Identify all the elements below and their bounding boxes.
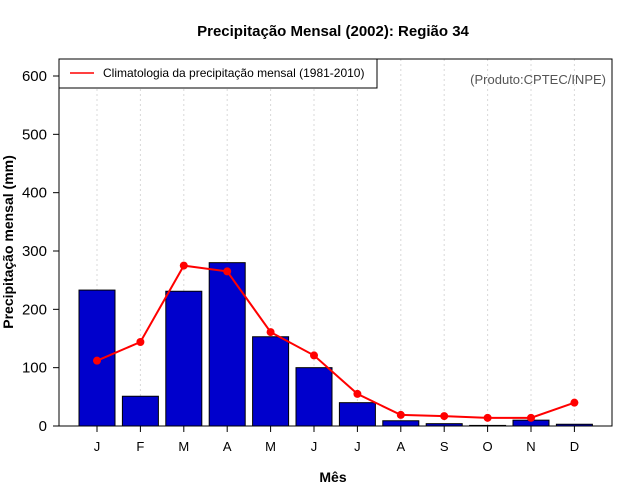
- legend-box: [58, 58, 378, 89]
- x-tick-label: A: [396, 439, 405, 454]
- x-tick-label: M: [178, 439, 189, 454]
- y-tick-label: 600: [22, 68, 47, 85]
- bar: [382, 420, 420, 427]
- x-tick-label: J: [94, 439, 101, 454]
- climatology-point: [93, 356, 101, 365]
- climatology-point: [440, 412, 449, 421]
- climatology-line: [96, 264, 575, 419]
- climatology-point: [310, 351, 318, 360]
- climatology-point: [570, 398, 579, 407]
- y-tick-label: 0: [39, 418, 47, 435]
- y-axis-label: Precipitação mensal (mm): [0, 155, 16, 329]
- x-tick-label: J: [354, 439, 361, 454]
- climatology-point: [353, 389, 362, 398]
- climatology-point: [179, 261, 188, 270]
- y-tick-label: 100: [22, 360, 47, 377]
- chart-title: Precipitação Mensal (2002): Região 34: [197, 23, 469, 40]
- climatology-point: [136, 338, 145, 346]
- y-tick-label: 400: [22, 185, 47, 202]
- climatology-point: [527, 413, 535, 422]
- climatology-point: [483, 413, 492, 422]
- bar: [121, 395, 159, 427]
- plot-area-frame: [58, 58, 613, 427]
- bar: [295, 367, 333, 427]
- x-tick-label: O: [483, 439, 493, 454]
- bar: [338, 402, 376, 427]
- y-axis: 0 100 200 300 400 500 600: [22, 68, 59, 435]
- x-tick-label: D: [570, 439, 579, 454]
- x-tick-label: J: [311, 439, 318, 454]
- x-tick-label: N: [526, 439, 535, 454]
- bar-series: [78, 262, 593, 427]
- y-tick-label: 300: [22, 243, 47, 260]
- climatology-point: [223, 267, 232, 276]
- x-tick-label: A: [223, 439, 232, 454]
- bar: [252, 336, 290, 427]
- bar: [165, 290, 203, 427]
- credit-text: (Produto:CPTEC/INPE): [470, 72, 606, 87]
- x-tick-label: M: [265, 439, 276, 454]
- legend: Climatologia da precipitação mensal (198…: [58, 58, 378, 89]
- bar: [208, 262, 246, 427]
- y-tick-label: 200: [22, 301, 47, 318]
- x-tick-label: S: [440, 439, 449, 454]
- climatology-point: [396, 410, 405, 419]
- legend-label: Climatologia da precipitação mensal (198…: [103, 66, 364, 80]
- climatology-point: [266, 328, 275, 337]
- climatology-series: [93, 261, 579, 422]
- y-tick-label: 500: [22, 126, 47, 143]
- x-axis-label: Mês: [319, 469, 346, 485]
- x-tick-label: F: [136, 439, 144, 454]
